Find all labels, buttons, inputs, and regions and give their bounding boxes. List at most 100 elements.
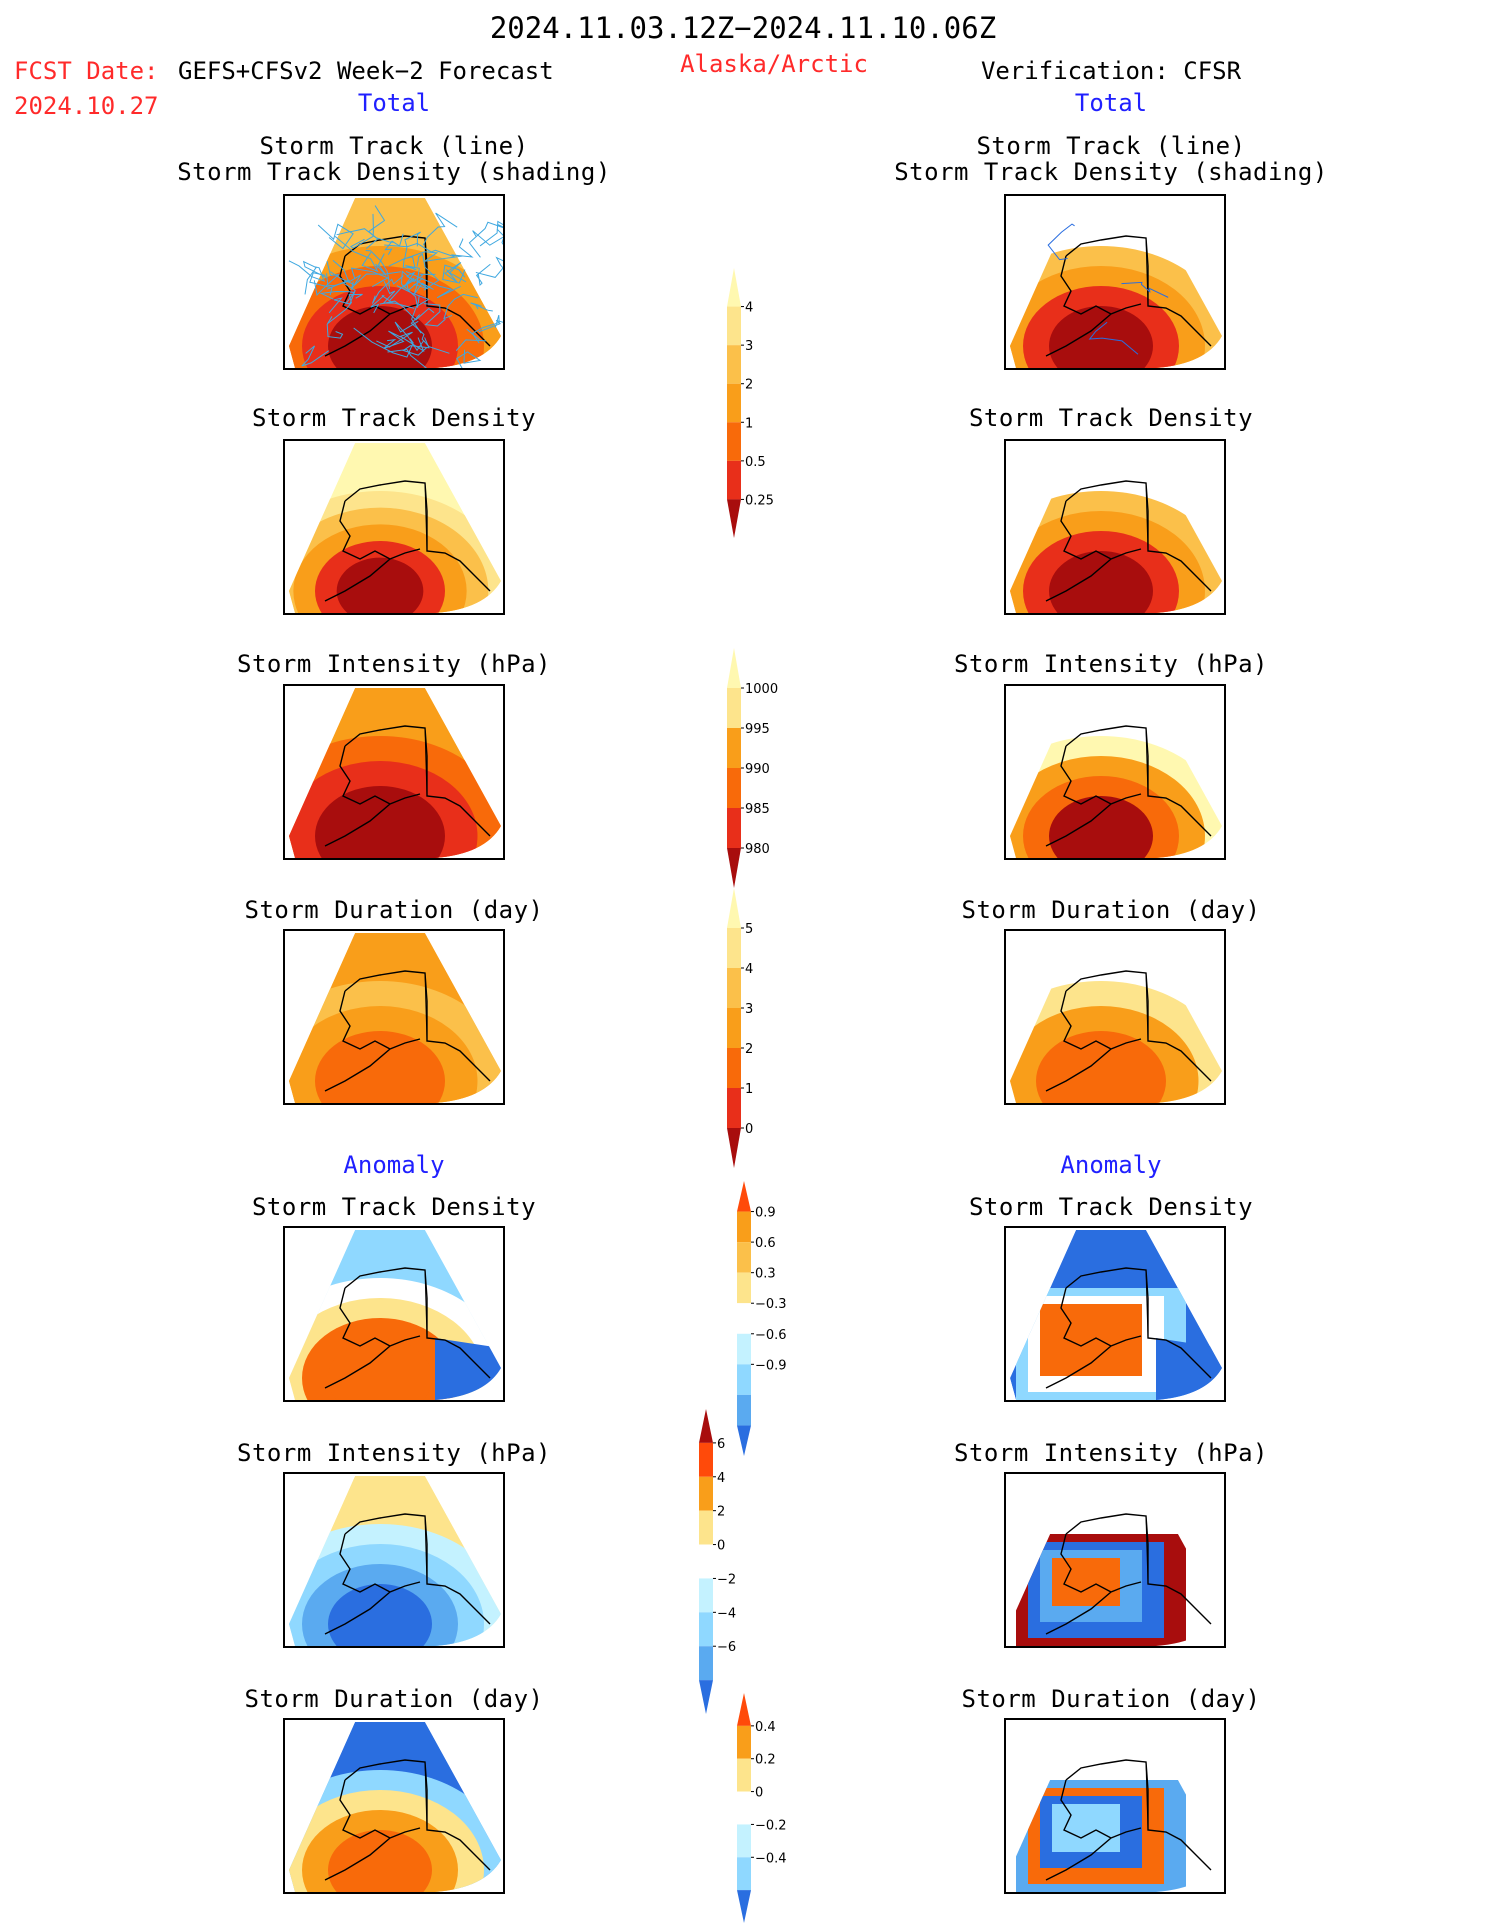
colorbar-segment xyxy=(727,768,741,808)
coastline xyxy=(324,725,491,847)
map-panel xyxy=(1004,929,1226,1105)
coastline xyxy=(1045,1759,1212,1881)
colorbar-segment xyxy=(737,1791,751,1825)
colorbar-tick-label: 3 xyxy=(745,1002,753,1017)
coastline xyxy=(324,480,491,602)
map-plot xyxy=(289,688,501,858)
coastline xyxy=(324,970,491,1092)
colorbar-segment xyxy=(737,1181,751,1212)
map-panel xyxy=(283,1718,505,1894)
map-plot xyxy=(289,1230,501,1400)
colorbar-segment xyxy=(727,648,741,688)
panel-title: Storm Track Density (shading) xyxy=(894,158,1328,186)
coastline xyxy=(1045,480,1212,602)
colorbar-tick-label: 2 xyxy=(745,1042,753,1057)
colorbar-segment xyxy=(737,1758,751,1792)
field-band xyxy=(328,1338,432,1400)
field-band xyxy=(328,1830,432,1892)
colorbar-tick-label: −0.6 xyxy=(755,1328,787,1343)
colorbar-segment xyxy=(727,422,741,461)
colorbar-tick-label: −0.9 xyxy=(755,1358,787,1373)
colorbar-segment xyxy=(737,1242,751,1273)
coastline xyxy=(324,235,491,357)
colorbar-intensity: 1000 995 990 985 980 xyxy=(727,648,787,892)
colorbar-tick-label: 4 xyxy=(745,301,753,316)
region-label: Alaska/Arctic xyxy=(680,50,868,78)
coastline xyxy=(1045,725,1212,847)
colorbar-segment xyxy=(699,1442,713,1477)
colorbar-segment xyxy=(737,1425,751,1456)
coastline xyxy=(324,1759,491,1881)
panel-title: Storm Track Density xyxy=(251,1193,537,1221)
coastline xyxy=(1045,1513,1212,1635)
colorbar-anom-duration: 0.4 0.2 0 −0.2 −0.4 xyxy=(737,1693,797,1927)
colorbar-segment xyxy=(737,1211,751,1243)
map-panel xyxy=(1004,1718,1226,1894)
colorbar-tick-label: 980 xyxy=(745,842,770,857)
field-band xyxy=(336,557,424,613)
panel-title: Storm Intensity (hPa) xyxy=(954,650,1268,678)
colorbar-segment xyxy=(699,1578,713,1613)
colorbar-tick-label: −4 xyxy=(717,1606,736,1621)
map-plot xyxy=(1010,1722,1222,1892)
colorbar-segment xyxy=(699,1510,713,1545)
colorbar-segment xyxy=(737,1824,751,1858)
storm-tracks xyxy=(288,205,503,368)
map-panel xyxy=(1004,194,1226,370)
colorbar-tick-label: 4 xyxy=(717,1471,725,1486)
colorbar-segment xyxy=(727,306,741,346)
map-plot xyxy=(289,933,501,1103)
coastline xyxy=(324,1513,491,1635)
field-band xyxy=(1036,1031,1166,1103)
colorbar-tick-label: 1 xyxy=(745,416,753,431)
colorbar-segment xyxy=(699,1409,713,1443)
map-panel xyxy=(1004,1226,1226,1402)
map-panel xyxy=(1004,684,1226,860)
colorbar-tick-label: 0.6 xyxy=(755,1236,776,1251)
colorbar-anom-density: 0.9 0.6 0.3 −0.3 −0.6 −0.9 xyxy=(737,1181,797,1460)
panel-title: Storm Track (line) xyxy=(976,132,1246,160)
colorbar-segment xyxy=(727,848,741,888)
fcst-model-label: GEFS+CFSv2 Week−2 Forecast xyxy=(178,57,554,85)
colorbar-tick-label: 3 xyxy=(745,339,753,354)
colorbar-tick-label: 0 xyxy=(745,1122,753,1137)
map-plot xyxy=(289,1476,501,1646)
field-band xyxy=(1052,1312,1120,1360)
map-plot xyxy=(289,443,501,613)
colorbar-tick-label: 1000 xyxy=(745,682,778,697)
colorbar-segment xyxy=(737,1303,751,1334)
colorbar-tick-label: 0.3 xyxy=(755,1267,776,1282)
total-label-left: Total xyxy=(357,89,431,117)
colorbar-tick-label: −2 xyxy=(717,1572,736,1587)
colorbar-segment xyxy=(727,383,741,423)
colorbar-tick-label: 1 xyxy=(745,1082,753,1097)
colorbar-track-density: 0.25 0.5 1 2 3 4 xyxy=(727,268,787,542)
colorbar-segment xyxy=(737,1394,751,1426)
map-panel xyxy=(1004,439,1226,615)
colorbar-segment xyxy=(699,1680,713,1714)
colorbar-tick-label: −0.3 xyxy=(755,1297,787,1312)
map-plot xyxy=(1010,1230,1222,1400)
anomaly-label-left: Anomaly xyxy=(343,1151,445,1179)
anomaly-label-right: Anomaly xyxy=(1060,1151,1162,1179)
colorbar-tick-label: −0.2 xyxy=(755,1818,787,1833)
colorbar-tick-label: 0.25 xyxy=(745,493,774,508)
colorbar-segment xyxy=(727,1008,741,1048)
field-band xyxy=(315,1031,445,1103)
colorbar-segment xyxy=(737,1693,751,1726)
map-panel xyxy=(283,439,505,615)
colorbar-tick-label: 0.5 xyxy=(745,455,766,470)
colorbar-segment xyxy=(727,460,741,500)
colorbar-tick-label: 2 xyxy=(745,378,753,393)
colorbar-segment xyxy=(727,345,741,384)
colorbar-segment xyxy=(727,728,741,768)
colorbar-tick-label: 0 xyxy=(717,1539,725,1554)
colorbar-segment xyxy=(727,888,741,928)
panel-title: Storm Track Density xyxy=(968,1193,1254,1221)
field-band xyxy=(328,1584,432,1646)
panel-title: Storm Intensity (hPa) xyxy=(237,1439,551,1467)
panel-title: Storm Duration (day) xyxy=(961,1685,1261,1713)
colorbar-segment xyxy=(727,1128,741,1168)
map-plot xyxy=(1010,1476,1222,1646)
field-band xyxy=(1052,1558,1120,1606)
